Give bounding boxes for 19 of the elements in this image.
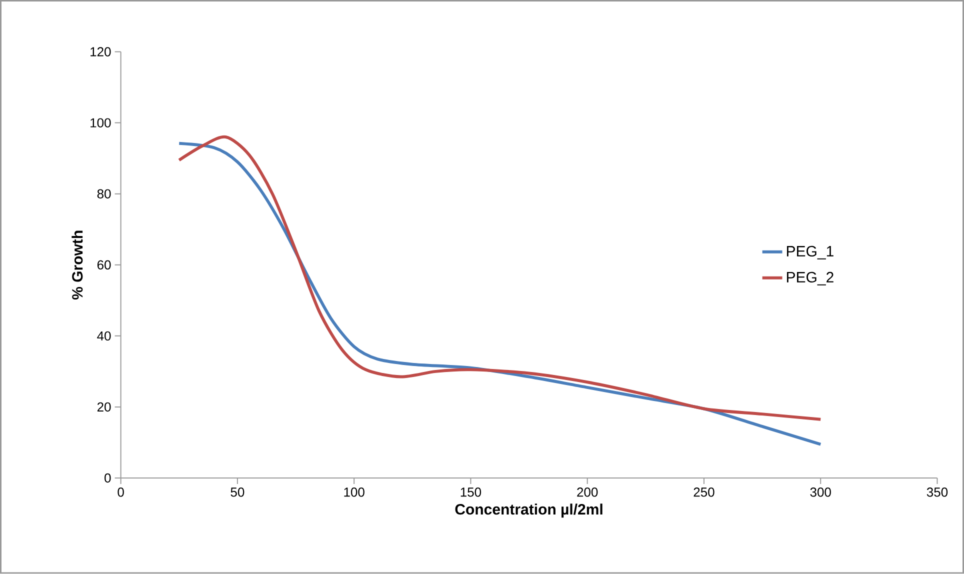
y-tick-label: 20 [97,402,111,412]
y-axis-title: % Growth [72,230,83,300]
y-tick-label: 80 [97,189,111,199]
y-tick-label: 60 [97,260,111,270]
x-tick-label: 300 [810,488,831,497]
y-tick-label: 100 [90,118,111,128]
x-tick-label: 0 [118,488,124,497]
legend-label: PEG_1 [786,246,834,260]
x-tick-label: 200 [577,488,598,497]
x-axis-title: Concentration µl/2ml [455,504,602,518]
x-tick-label: 150 [460,488,482,497]
y-tick-label: 0 [104,473,111,483]
y-tick-label: 40 [97,331,111,341]
x-tick-label: 350 [926,488,948,497]
x-tick-label: 50 [230,488,244,497]
x-tick-label: 250 [694,488,714,497]
legend-label: PEG_2 [786,272,834,286]
y-tick-label: 120 [90,47,111,56]
x-tick-label: 100 [344,488,364,497]
